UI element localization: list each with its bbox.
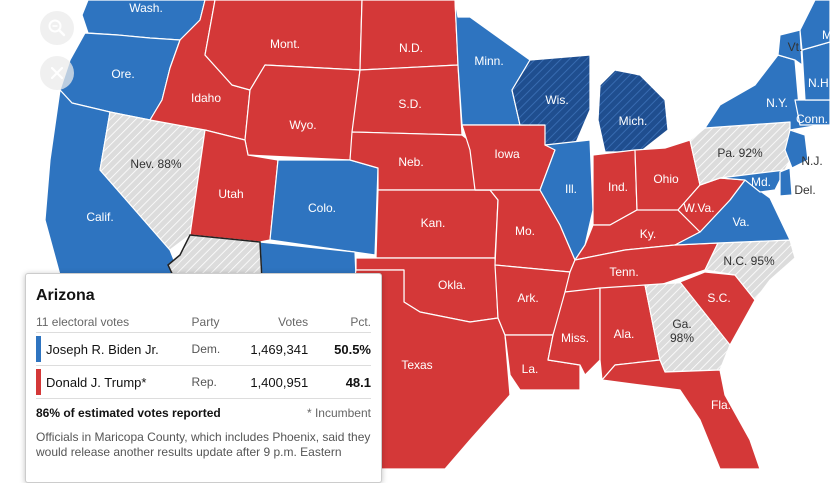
label-md: Md. xyxy=(751,175,771,189)
label-ill: Ill. xyxy=(565,182,577,196)
state-mich[interactable] xyxy=(597,69,669,153)
state-nd[interactable] xyxy=(359,0,459,71)
label-okla: Okla. xyxy=(438,278,466,292)
label-nd: N.D. xyxy=(399,41,423,55)
candidate-name: Donald J. Trump* xyxy=(46,374,147,390)
label-minn: Minn. xyxy=(474,54,503,68)
state-nj[interactable] xyxy=(784,129,809,169)
candidate-row-biden: Joseph R. Biden Jr. Dem. 1,469,341 50.5% xyxy=(36,333,371,366)
label-ny: N.Y. xyxy=(766,96,788,110)
label-mich: Mich. xyxy=(619,114,648,128)
label-nev: Nev. 88% xyxy=(130,157,181,171)
label-utah: Utah xyxy=(218,187,243,201)
label-wash: Wash. xyxy=(129,1,163,15)
reset-map-button[interactable] xyxy=(40,56,74,90)
label-sc: S.C. xyxy=(707,291,730,305)
label-ind: Ind. xyxy=(608,180,628,194)
label-wis: Wis. xyxy=(545,93,568,107)
label-pa: Pa. 92% xyxy=(717,146,763,160)
candidate-party: Rep. xyxy=(191,375,217,389)
label-ga: Ga. 98% xyxy=(670,317,694,345)
state-ny[interactable] xyxy=(704,54,821,131)
label-mont: Mont. xyxy=(270,37,300,51)
candidate-party: Dem. xyxy=(191,342,221,356)
label-nc: N.C. 95% xyxy=(723,254,775,268)
label-colo: Colo. xyxy=(308,201,336,215)
state-fla[interactable] xyxy=(601,359,761,469)
state-nh[interactable] xyxy=(801,41,830,101)
state-me[interactable] xyxy=(799,0,830,51)
state-colo[interactable] xyxy=(269,159,379,256)
state-results-tooltip: Arizona 11 electoral votes Party Votes P… xyxy=(25,273,382,483)
label-sd: S.D. xyxy=(398,97,421,111)
candidate-name: Joseph R. Biden Jr. xyxy=(46,341,159,357)
label-neb: Neb. xyxy=(398,155,423,169)
pct-header: Pct. xyxy=(350,315,371,329)
label-ohio: Ohio xyxy=(653,172,679,186)
label-ore: Ore. xyxy=(111,67,134,81)
label-nj: N.J. xyxy=(801,154,822,168)
label-tenn: Tenn. xyxy=(609,265,638,279)
label-conn: Conn. xyxy=(796,112,828,126)
close-icon xyxy=(50,66,64,80)
label-ark: Ark. xyxy=(517,291,538,305)
label-fla: Fla. xyxy=(711,398,731,412)
label-idaho: Idaho xyxy=(191,91,221,105)
label-calif: Calif. xyxy=(86,210,113,224)
tooltip-footer: 86% of estimated votes reported * Incumb… xyxy=(36,406,371,420)
label-ky: Ky. xyxy=(640,227,656,241)
label-miss: Miss. xyxy=(561,331,589,345)
candidate-pct: 50.5% xyxy=(334,341,371,357)
incumbent-note: * Incumbent xyxy=(306,406,371,420)
votes-header: Votes xyxy=(278,315,309,329)
electoral-votes-label: 11 electoral votes xyxy=(36,315,130,329)
label-la: La. xyxy=(522,362,539,376)
candidate-votes: 1,469,341 xyxy=(250,341,309,357)
zoom-in-button[interactable] xyxy=(40,11,74,45)
label-del: Del. xyxy=(794,183,815,197)
state-wyo[interactable] xyxy=(244,64,361,161)
votes-reported-text: 86% of estimated votes reported xyxy=(36,406,221,420)
label-vt: Vt. xyxy=(788,40,803,54)
candidate-votes: 1,400,951 xyxy=(250,374,309,390)
label-nh: N.H. xyxy=(808,76,830,90)
label-wva: W.Va. xyxy=(683,201,714,215)
label-mo: Mo. xyxy=(515,224,535,238)
label-ala: Ala. xyxy=(614,327,635,341)
tooltip-header-row: 11 electoral votes Party Votes Pct. xyxy=(36,315,371,333)
state-md[interactable] xyxy=(719,169,786,193)
label-kan: Kan. xyxy=(421,216,446,230)
dem-color-swatch xyxy=(36,336,41,362)
candidate-pct: 48.1 xyxy=(345,374,371,390)
candidate-row-trump: Donald J. Trump* Rep. 1,400,951 48.1 xyxy=(36,366,371,399)
results-update-note: Officials in Maricopa County, which incl… xyxy=(36,430,371,459)
magnifier-icon xyxy=(48,19,66,37)
party-header: Party xyxy=(191,315,220,329)
label-texas: Texas xyxy=(401,358,432,372)
label-iowa: Iowa xyxy=(494,147,520,161)
state-del[interactable] xyxy=(779,167,793,197)
state-vt[interactable] xyxy=(777,29,803,66)
label-va: Va. xyxy=(732,215,749,229)
label-wyo: Wyo. xyxy=(289,118,316,132)
tooltip-state-name: Arizona xyxy=(36,287,95,304)
label-me: M xyxy=(822,28,830,42)
rep-color-swatch xyxy=(36,369,41,395)
